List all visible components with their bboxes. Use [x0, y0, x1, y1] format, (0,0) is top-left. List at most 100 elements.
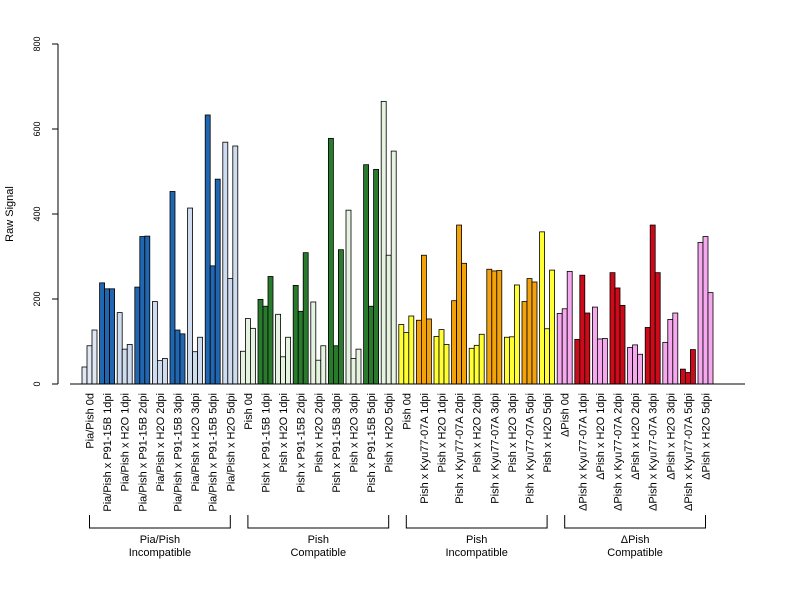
- bar: [496, 270, 503, 385]
- bar: [702, 236, 709, 385]
- bar: [327, 137, 334, 385]
- bar: [584, 312, 591, 385]
- bar: [531, 281, 538, 385]
- x-tick-label: Pish x P91-15B 3dpi: [331, 393, 343, 493]
- x-tick-label: ΔPish x Kyu77-07A 3dpi: [648, 393, 660, 511]
- bar: [204, 114, 211, 385]
- bar: [433, 335, 440, 385]
- bar: [156, 360, 163, 385]
- x-tick-label: ΔPish x Kyu77-07A 5dpi: [683, 393, 695, 511]
- bar: [116, 312, 123, 385]
- bar: [654, 272, 661, 385]
- bar: [144, 235, 151, 385]
- bar: [380, 100, 387, 385]
- bar: [244, 318, 251, 385]
- bar: [257, 299, 264, 385]
- x-tick-label: Pish x H2O 3dpi: [349, 393, 361, 472]
- bar: [297, 310, 304, 385]
- bar: [461, 262, 468, 385]
- bar: [539, 231, 545, 385]
- bar: [473, 344, 480, 385]
- bar: [91, 329, 98, 385]
- bar: [667, 318, 674, 385]
- x-tick-label: Pish x H2O 1dpi: [437, 393, 449, 472]
- x-tick-label: Pish x Kyu77-07A 5dpi: [525, 393, 537, 504]
- bar: [566, 270, 573, 385]
- x-tick-label: Pia/Pish x H2O 3dpi: [190, 393, 202, 491]
- bar: [151, 301, 158, 385]
- bar: [275, 313, 282, 385]
- x-tick-label: Pia/Pish 0d: [85, 393, 97, 449]
- group-label-line1: ΔPish: [621, 534, 650, 546]
- bar: [707, 292, 714, 385]
- bar: [403, 332, 410, 385]
- x-tick-label: Pish x P91-15B 1dpi: [261, 393, 273, 493]
- x-tick-label: Pia/Pish x H2O 5dpi: [225, 393, 237, 491]
- x-tick-label: Pish x H2O 2dpi: [313, 393, 325, 472]
- group-bracket: [405, 515, 548, 529]
- bar: [121, 348, 128, 385]
- bar: [697, 242, 704, 385]
- bar: [310, 301, 317, 385]
- bar: [503, 336, 510, 385]
- bar: [249, 327, 256, 385]
- bar: [602, 338, 608, 385]
- bar: [549, 269, 555, 385]
- bar: [438, 329, 445, 385]
- bar: [197, 336, 204, 385]
- bar: [420, 254, 427, 385]
- x-tick-label: Pish x P91-15B 5dpi: [366, 393, 378, 493]
- bar: [644, 327, 651, 385]
- bar: [355, 348, 362, 385]
- bar: [425, 318, 432, 385]
- bar: [227, 278, 234, 385]
- bar: [337, 249, 344, 385]
- bar: [443, 344, 450, 385]
- x-tick-label: Pish x Kyu77-07A 3dpi: [489, 393, 501, 504]
- bar: [126, 344, 133, 385]
- x-tick-label: Pia/Pish x P91-15B 2dpi: [137, 393, 149, 512]
- bar: [609, 272, 616, 385]
- bar: [627, 347, 633, 385]
- bar: [649, 224, 656, 385]
- x-tick-label: Pia/Pish x P91-15B 5dpi: [208, 393, 220, 512]
- group-label-line2: Compatible: [290, 547, 346, 559]
- bar: [579, 274, 586, 385]
- bar: [345, 209, 352, 385]
- bar: [214, 178, 221, 385]
- group-label-line1: Pia/Pish: [140, 534, 180, 546]
- bar: [521, 301, 528, 385]
- bar: [179, 333, 186, 385]
- bar: [478, 333, 485, 385]
- bar: [161, 358, 168, 385]
- bar: [385, 254, 392, 385]
- bar: [561, 308, 568, 385]
- bar: [556, 313, 563, 385]
- group-bracket: [564, 515, 706, 529]
- x-tick-label: Pish 0d: [401, 393, 413, 430]
- bar: [398, 324, 405, 385]
- x-tick-label: Pish x H2O 1dpi: [278, 393, 290, 472]
- bar: [262, 305, 269, 385]
- bar: [134, 286, 141, 385]
- bar: [320, 345, 327, 385]
- y-tick-label: 200: [32, 291, 42, 306]
- bar: [302, 252, 309, 385]
- x-tick-label: Pia/Pish x P91-15B 1dpi: [102, 393, 114, 512]
- x-tick-label: ΔPish x H2O 5dpi: [701, 393, 713, 480]
- bar: [544, 328, 550, 385]
- bar: [280, 356, 287, 385]
- bar: [174, 329, 181, 385]
- bar: [486, 268, 493, 385]
- x-tick-label: ΔPish x Kyu77-07A 1dpi: [577, 393, 589, 511]
- bar: [514, 284, 520, 385]
- bar: [187, 207, 194, 385]
- group-label-line2: Compatible: [607, 547, 663, 559]
- bar: [685, 372, 691, 385]
- y-tick-label: 600: [32, 121, 42, 136]
- bar: [332, 345, 339, 385]
- bar: [632, 344, 638, 385]
- group-label-line1: Pish: [308, 534, 329, 546]
- bar: [614, 287, 621, 385]
